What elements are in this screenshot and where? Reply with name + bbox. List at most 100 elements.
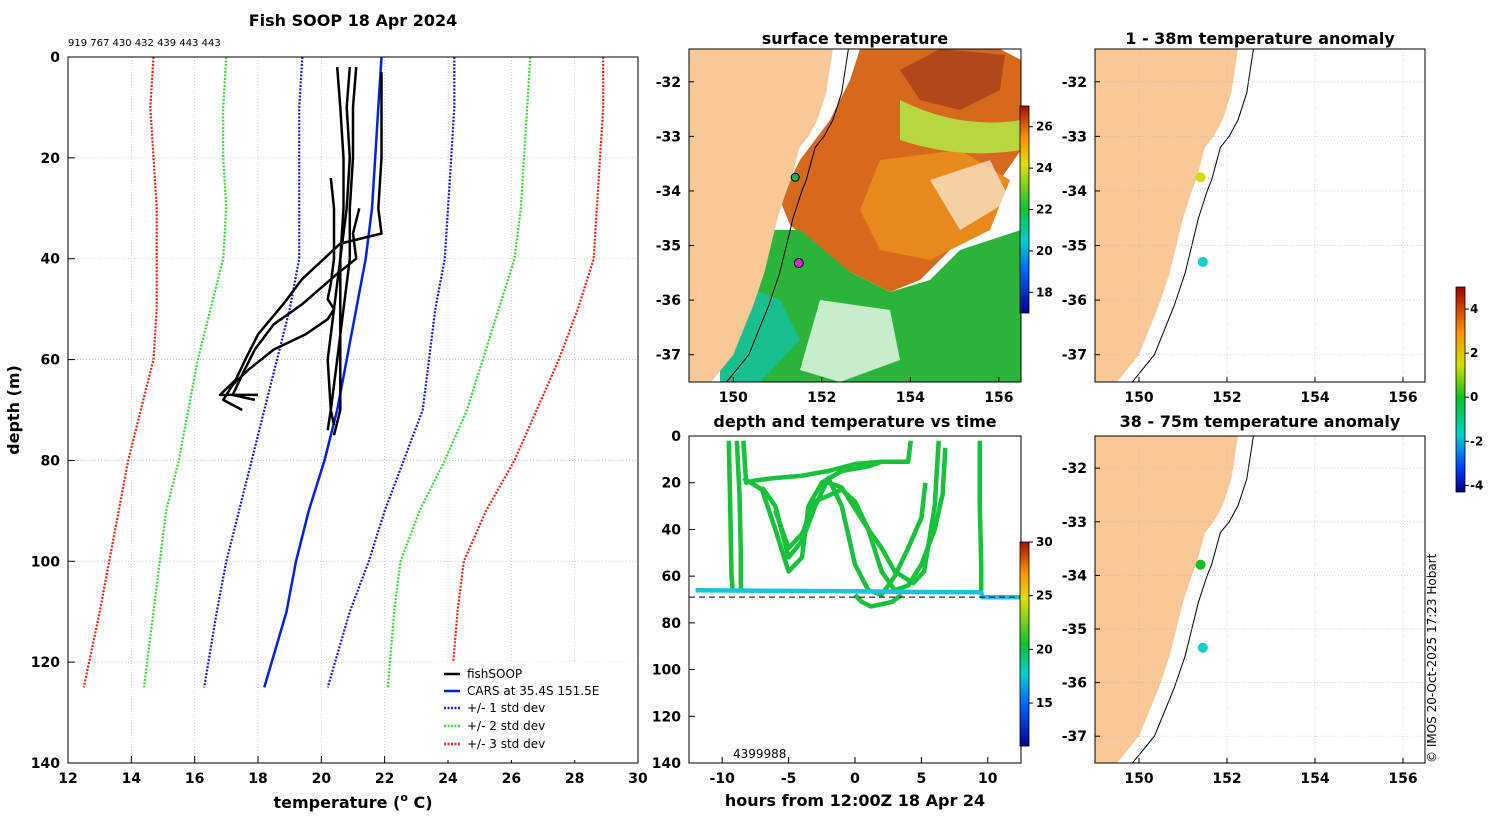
y-tick-label: 100 <box>31 554 60 570</box>
fishsoop-track-line <box>977 440 984 591</box>
profile-y-label: depth (m) <box>4 365 23 455</box>
std-dev-lower-line <box>203 57 304 688</box>
y-tick-label: 60 <box>41 353 61 369</box>
sst-map-ticks: 150 152 154 156 -32 -33 -34 -35 -36 -37 <box>656 75 1014 406</box>
lat-tick-label: -34 <box>1062 184 1088 200</box>
x-tick-label: 0 <box>850 771 860 787</box>
sst-cloud-gap-2 <box>930 160 1010 230</box>
lat-tick-label: -36 <box>1062 293 1087 309</box>
x-tick-label: 18 <box>248 771 267 787</box>
anom-shallow-content <box>1095 49 1425 382</box>
lat-tick-label: -34 <box>656 184 682 200</box>
lat-tick-label: -36 <box>656 293 681 309</box>
y-tick-label: 20 <box>662 476 682 492</box>
time-section-x-label: hours from 12:00Z 18 Apr 24 <box>725 791 985 810</box>
lon-tick-label: 152 <box>1212 771 1241 787</box>
fishsoop-track-line <box>734 440 744 591</box>
fishsoop-track-line <box>853 593 903 609</box>
anom-deep-content <box>1095 436 1425 763</box>
x-tick-label: 28 <box>565 771 584 787</box>
std-dev-upper-line <box>450 57 605 688</box>
y-tick-label: 0 <box>50 50 60 66</box>
profile-series <box>82 57 605 688</box>
lon-tick-label: 154 <box>1300 390 1329 406</box>
lat-tick-label: -32 <box>1062 461 1087 477</box>
y-tick-label: 60 <box>662 569 682 585</box>
y-tick-label: 40 <box>662 522 682 538</box>
y-tick-label: 20 <box>41 151 61 167</box>
anom-deep-shelf-contour <box>1132 436 1254 763</box>
fishsoop-cast-line <box>221 177 336 412</box>
time-section-overlap-label: 4399988 <box>733 747 786 761</box>
fishsoop-cast-line <box>218 72 383 397</box>
legend-label-std2: +/- 2 std dev <box>467 719 545 733</box>
anom-shallow-ticks: 150 152 154 156 -32 -33 -34 -35 -36 -37 <box>1062 75 1418 406</box>
lon-tick-label: 156 <box>984 390 1013 406</box>
anom-shallow-axes-box <box>1094 48 1426 383</box>
y-tick-label: 0 <box>671 429 681 445</box>
time-section-panel: depth and temperature vs time -10 -5 0 5 100… <box>652 412 1053 810</box>
y-tick-label: 100 <box>652 663 681 679</box>
lon-tick-label: 152 <box>807 390 836 406</box>
anom-shallow-stations <box>1195 172 1208 267</box>
sst-colorbar <box>1019 105 1030 314</box>
x-tick-label: 16 <box>185 771 204 787</box>
lon-tick-label: 156 <box>1388 390 1417 406</box>
legend-label-std3: +/- 3 std dev <box>467 737 545 751</box>
profile-x-label: temperature (o C) <box>273 791 432 812</box>
legend-box <box>436 662 636 760</box>
anomaly-station-marker <box>1197 256 1208 267</box>
std-dev-upper-line <box>326 57 456 688</box>
colorbar-tick-label: 30 <box>1036 535 1053 549</box>
y-tick-label: 120 <box>652 709 681 725</box>
fishsoop-track-line <box>726 440 736 591</box>
lon-tick-label: 150 <box>1124 771 1153 787</box>
x-tick-label: 22 <box>375 771 394 787</box>
profile-y-ticks: 0 20 40 60 80 100 120 140 <box>31 50 75 772</box>
anom-deep-ticks: 150 152 154 156 -32 -33 -34 -35 -36 -37 <box>1062 461 1418 787</box>
lat-tick-label: -36 <box>1062 676 1087 692</box>
lat-tick-label: -37 <box>1062 729 1087 745</box>
sst-colorbar-ticks: 26 24 22 20 18 <box>1029 120 1053 299</box>
fishsoop-track-line <box>773 447 948 593</box>
std-dev-upper-line <box>386 57 532 688</box>
colorbar-tick-label: 18 <box>1036 285 1053 299</box>
lat-tick-label: -33 <box>656 129 681 145</box>
time-section-colorbar-ticks: 30 25 20 15 <box>1029 535 1053 710</box>
anom-shallow-land <box>1095 49 1238 382</box>
credit-text: © IMOS 20-Oct-2025 17:23 Hobart <box>1425 553 1439 763</box>
lon-tick-label: 152 <box>1212 390 1241 406</box>
lon-tick-label: 150 <box>1124 390 1153 406</box>
colorbar-tick-label: 4 <box>1470 302 1478 316</box>
legend-label-std1: +/- 1 std dev <box>467 701 545 715</box>
fishsoop-cast-line <box>326 67 352 431</box>
lat-tick-label: -33 <box>1062 129 1087 145</box>
sst-map-title: surface temperature <box>762 29 949 48</box>
y-tick-label: 80 <box>41 453 61 469</box>
colorbar-tick-label: 0 <box>1470 390 1478 404</box>
sst-cool-water <box>730 230 1021 382</box>
lat-tick-label: -32 <box>1062 75 1087 91</box>
lon-tick-label: 154 <box>1300 771 1329 787</box>
lat-tick-label: -35 <box>1062 239 1087 255</box>
sst-cool-filament <box>900 100 1021 154</box>
sst-shelf-contour <box>726 49 849 382</box>
lat-tick-label: -35 <box>656 239 681 255</box>
sst-station-marker <box>793 257 804 268</box>
time-section-plot-area <box>689 436 1021 763</box>
time-section-title: depth and temperature vs time <box>713 412 996 431</box>
sst-hot-core <box>900 49 1005 110</box>
x-tick-label: 10 <box>978 771 998 787</box>
profile-panel: Fish SOOP 18 Apr 2024 919 767 430 432 43… <box>4 11 648 812</box>
fishsoop-track-line <box>827 440 941 586</box>
anom-deep-axes-box <box>1094 435 1426 764</box>
anom-deep-stations <box>1195 559 1208 653</box>
sst-map-panel: surface temperature 150 152 154 156 -32 -33 -3… <box>656 29 1053 406</box>
anom-deep-gridlines <box>1095 436 1425 763</box>
x-tick-label: 5 <box>917 771 927 787</box>
profile-cast-ids: 919 767 430 432 439 443 443 <box>68 38 221 49</box>
anomaly-station-marker <box>1195 172 1206 183</box>
anom-deep-land <box>1095 436 1238 763</box>
lat-tick-label: -33 <box>1062 515 1087 531</box>
